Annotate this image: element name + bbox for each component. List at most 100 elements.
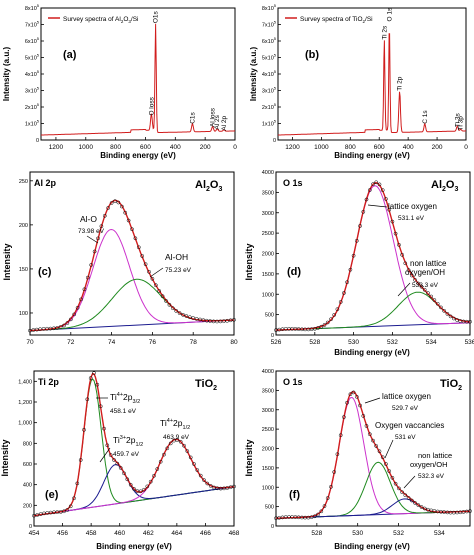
c-xtick-label: 70 <box>26 339 34 346</box>
c-ytick-label: 100 <box>19 311 28 317</box>
f-data-point <box>325 496 330 500</box>
d-ytick-label: 500 <box>265 313 274 319</box>
b-ytick-label: 6x105 <box>262 36 277 45</box>
e-data-point <box>138 489 143 494</box>
e-data-point <box>145 484 150 489</box>
c-data-point <box>157 289 162 293</box>
a-ytick-label: 0 <box>36 138 39 144</box>
b-xtick-label: 0 <box>464 144 468 151</box>
c-data-point <box>92 249 97 254</box>
c-data-point <box>150 276 155 281</box>
f-data-point <box>319 509 324 514</box>
a-ytick-label: 2x105 <box>25 102 40 111</box>
d-data-point <box>371 182 375 187</box>
panel-e-ann-ti3: Ti3+2p1/2 <box>113 435 143 448</box>
panel-c-ann-aloh-val: 75.23 eV <box>165 267 192 274</box>
panel-f-arrow-lattice <box>364 397 381 404</box>
panel-d-label: (d) <box>287 266 301 278</box>
c-data-point <box>147 269 151 274</box>
e-data-point <box>92 371 96 375</box>
c-data-point <box>198 317 202 322</box>
panel-f-title-left: O 1s <box>283 377 303 387</box>
f-data-point <box>409 498 414 503</box>
a-peak-label: O1s <box>153 10 160 23</box>
c-data-point <box>170 306 175 311</box>
panel-f-ann-nonlattice: non lattice oxygen/OH <box>410 451 452 469</box>
panel-d-arrow-lattice <box>367 204 388 208</box>
d-data-point <box>403 261 408 266</box>
e-data-point <box>152 473 156 478</box>
d-data-point <box>468 319 472 324</box>
d-ytick-label: 0 <box>271 333 274 339</box>
c-data-point <box>109 201 114 205</box>
d-data-point <box>338 300 343 304</box>
f-data-point <box>374 444 379 448</box>
panel-d-frame <box>275 171 471 336</box>
c-data-point <box>201 318 206 323</box>
e-ytick-label: 1,200 <box>18 400 32 406</box>
e-xtick-label: 468 <box>229 530 240 537</box>
f-ytick-label: 2000 <box>262 447 274 453</box>
e-data-point <box>102 426 106 431</box>
c-data-point <box>58 325 63 329</box>
panel-b-label: (b) <box>305 49 319 61</box>
e-data-point <box>182 443 186 448</box>
e-data-point <box>32 513 36 518</box>
panel-c-label: (c) <box>38 266 52 278</box>
panel-d-arrow-nonlattice <box>397 282 411 297</box>
panel-c-title-right: Al2O3 <box>195 179 222 193</box>
f-data-point <box>367 432 372 437</box>
d-xtick-label: 534 <box>426 339 437 346</box>
d-data-point <box>409 273 414 278</box>
e-xtick-label: 462 <box>143 530 154 537</box>
d-xtick-label: 530 <box>348 339 359 346</box>
a-peak-label: Al 2s <box>214 114 221 129</box>
panel-c-arrow-alo <box>86 235 99 244</box>
f-ytick-label: 3500 <box>262 388 274 394</box>
e-ytick-label: 400 <box>23 483 32 489</box>
e-data-point <box>75 481 80 486</box>
f-ytick-label: 4000 <box>262 369 274 375</box>
c-data-point <box>228 318 233 323</box>
e-data-point <box>85 397 90 402</box>
d-component-1 <box>276 291 471 331</box>
panel-b-legend: Survey spectra of TiO2/Si <box>300 16 373 24</box>
panel-c-ann-alo-val: 73.98 eV <box>78 228 105 235</box>
e-data-point <box>105 443 110 448</box>
f-data-point <box>419 505 424 509</box>
a-ytick-label: 3x105 <box>25 86 40 95</box>
f-ytick-label: 1500 <box>262 466 274 472</box>
panel-e-arrow-ti3 <box>99 447 111 463</box>
c-data-point <box>136 245 141 250</box>
panel-b: 1200 1000 800 600 400 200 0 0 1x105 2x105 3x105 4x1… <box>249 3 468 160</box>
e-data-point <box>112 458 116 462</box>
e-ytick-label: 800 <box>23 441 32 447</box>
d-data-point <box>348 267 353 272</box>
b-xtick-label: 1000 <box>314 144 329 151</box>
d-data-point <box>432 298 437 302</box>
panel-c-ann-aloh: Al-OH <box>165 252 188 262</box>
panel-d-ann-nonlattice: non lattice oxygen/OH <box>405 259 447 277</box>
d-data-point <box>406 268 411 272</box>
d-data-point <box>345 280 349 285</box>
c-component-1 <box>29 278 235 332</box>
panel-b-xlabel: Binding energy (eV) <box>334 151 410 160</box>
f-data-point <box>406 496 411 500</box>
b-peak-label: Ti 3s <box>454 113 461 128</box>
e-data-point <box>88 376 93 380</box>
d-data-point <box>342 291 346 295</box>
a-xtick-label: 400 <box>170 144 181 151</box>
panel-e-label: (e) <box>45 489 59 501</box>
c-data-point <box>119 204 124 209</box>
c-data-point <box>96 236 100 241</box>
panel-f-ann-lattice: lattice oxygen <box>382 392 431 401</box>
a-xtick-label: 200 <box>200 144 211 151</box>
panel-e-ann-ti4-32-val: 458.1 eV <box>110 408 137 415</box>
d-xtick-label: 526 <box>271 339 282 346</box>
c-data-point <box>72 312 77 317</box>
d-data-point <box>335 307 340 312</box>
panel-f-arrow-nonlattice <box>403 475 416 489</box>
d-data-point <box>451 316 456 321</box>
f-ytick-label: 3000 <box>262 408 274 414</box>
